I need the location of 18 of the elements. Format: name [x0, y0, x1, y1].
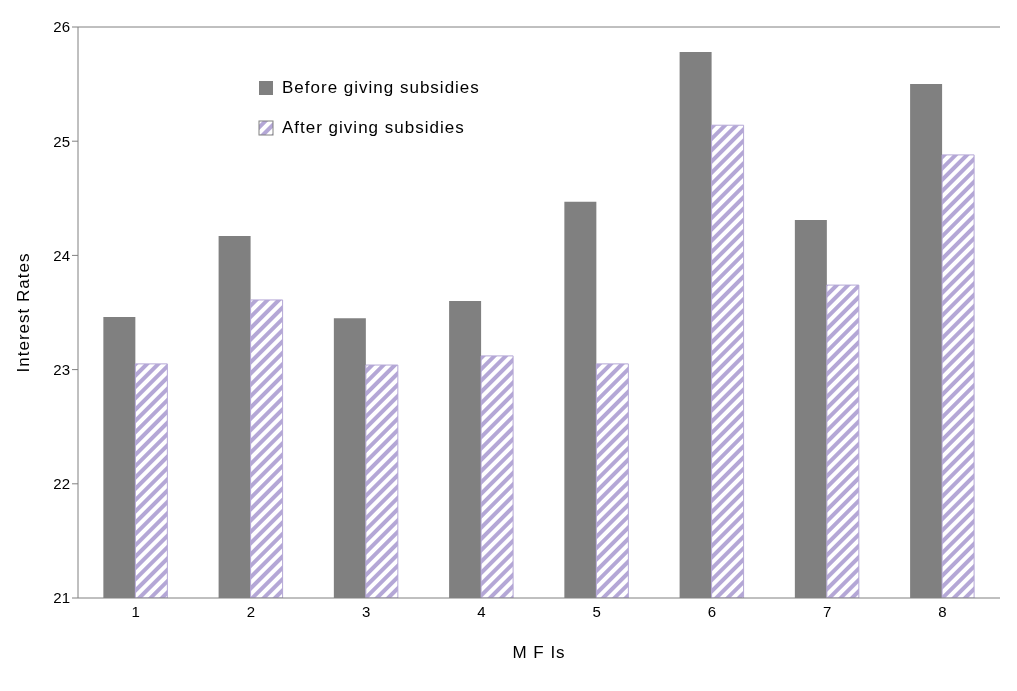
y-tick-label: 22	[53, 475, 70, 493]
x-tick-label: 3	[361, 602, 371, 620]
y-tick-label: 24	[53, 246, 70, 264]
x-tick-label: 7	[822, 602, 832, 620]
legend-label: After giving subsidies	[282, 118, 465, 138]
x-axis-title: M F Is	[512, 643, 566, 662]
x-tick-label: 4	[477, 602, 486, 620]
y-axis-title: Interest Rates	[14, 252, 34, 373]
y-tick-label: 25	[53, 132, 70, 150]
x-tick-label: 1	[131, 602, 140, 620]
y-tick-label: 23	[53, 360, 70, 378]
y-tick-label: 26	[53, 18, 70, 36]
legend-label: Before giving subsidies	[282, 78, 480, 98]
x-tick-label: 8	[938, 602, 947, 620]
x-tick-label: 6	[707, 602, 717, 620]
x-tick-label: 5	[592, 602, 601, 620]
y-tick-label: 21	[53, 589, 70, 607]
x-tick-label: 2	[246, 602, 256, 620]
